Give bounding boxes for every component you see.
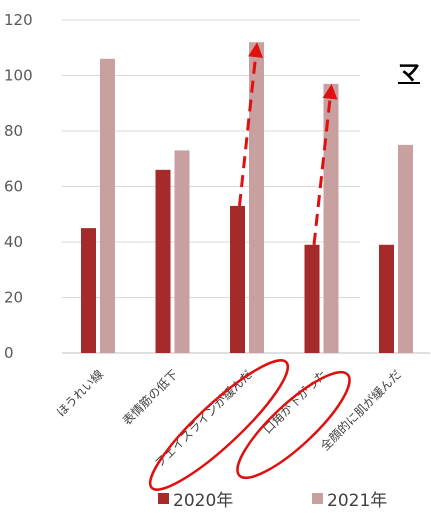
bar-2020年-2 [230,205,245,353]
category-label: 全顔的に肌が緩んだ [317,367,404,454]
annotations [148,42,351,491]
legend-label-2020: 2020年 [173,491,234,511]
bar-2020年-4 [379,244,394,353]
y-tick-label: 100 [4,67,33,85]
bar-2021年-3 [323,83,339,353]
category-label: 表情筋の低下 [119,367,181,429]
annotation-arrow [238,42,263,207]
y-tick-label: 0 [4,344,14,362]
bar-2021年-2 [249,42,264,353]
legend-swatch-2021 [312,493,323,504]
bar-2020年-1 [155,169,171,353]
clipped-title-text: マ [398,61,421,86]
bar-2020年-3 [304,244,320,353]
category-label: ほうれい線 [53,367,106,420]
y-tick-label: 80 [4,122,23,140]
y-axis: 0 20 40 60 80 100 120 [4,11,33,362]
legend-swatch-2020 [158,493,169,504]
y-tick-label: 40 [4,233,23,251]
y-tick-label: 120 [4,11,33,29]
gridlines [62,19,430,354]
annotation-circle [236,370,351,480]
legend-item-2020: 2020年 [158,486,233,511]
annotation-arrow [312,83,338,245]
y-tick-label: 60 [4,178,23,196]
bar-2021年-1 [174,150,190,353]
legend-item-2021: 2021年 [312,486,387,511]
bars [81,42,413,353]
bar-2020年-0 [81,228,96,353]
legend-label-2021: 2021年 [327,491,388,511]
y-tick-label: 20 [4,289,23,307]
bar-2021年-4 [398,144,413,353]
annotation-circle [148,359,290,491]
bar-2021年-0 [100,58,115,353]
